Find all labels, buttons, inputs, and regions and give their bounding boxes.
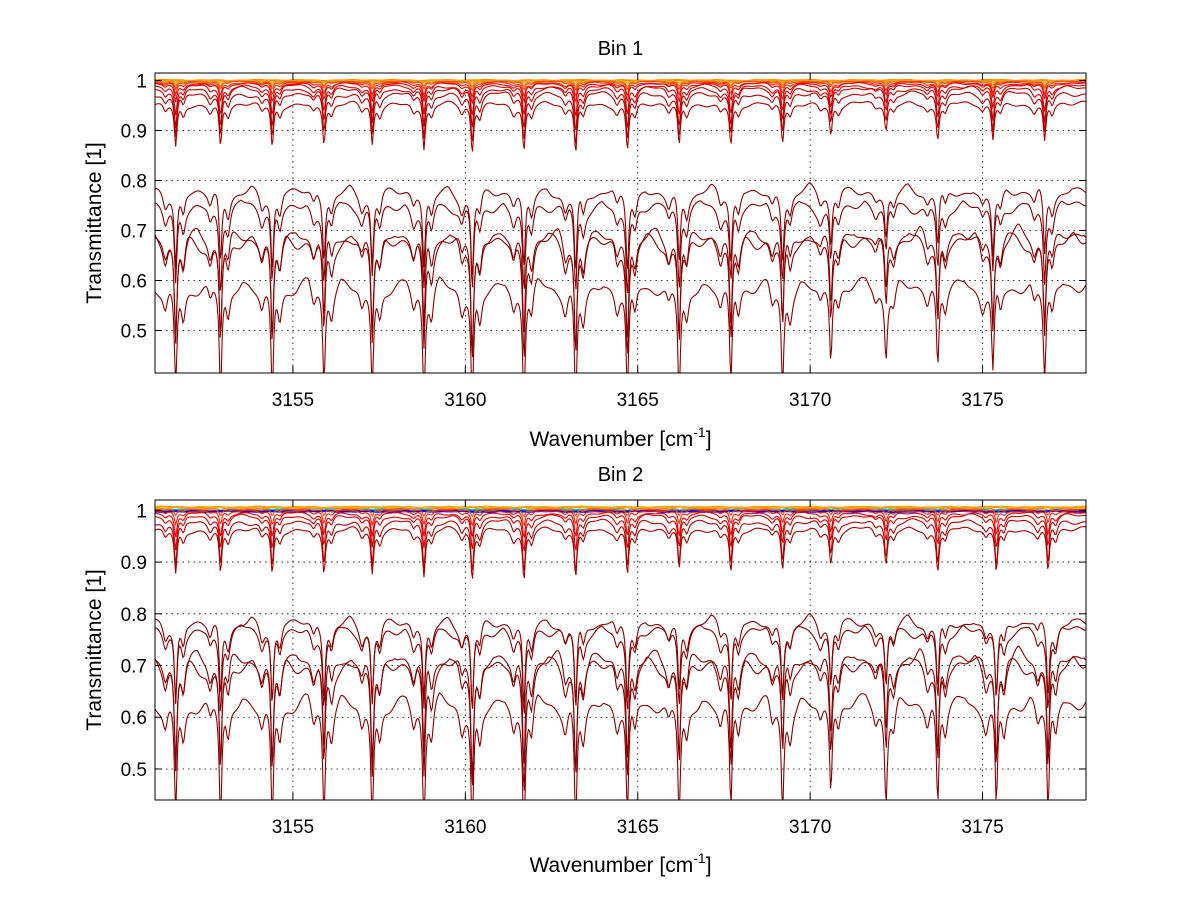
series-line — [155, 182, 1086, 275]
series-line — [155, 645, 1086, 775]
y-tick-label: 0.9 — [121, 553, 147, 574]
x-axis-label: Wavenumber [cm-1] — [529, 424, 711, 451]
axis-ticks: 3155 3160 3165 3170 3175 0.5 0.6 0.7 0.8 0.9 1 — [121, 500, 1086, 838]
series-line — [155, 692, 1086, 800]
x-tick-label: 3155 — [272, 817, 314, 838]
series-line — [155, 79, 1086, 84]
series-line — [155, 624, 1086, 714]
x-tick-label: 3175 — [961, 390, 1003, 411]
x-tick-label: 3170 — [789, 390, 831, 411]
series-line — [155, 511, 1086, 538]
x-tick-label: 3160 — [444, 390, 486, 411]
series-line — [155, 85, 1086, 131]
y-axis-label: Transmittance [1] — [83, 569, 106, 730]
x-axis-label-close: ] — [706, 854, 712, 877]
series-line — [155, 508, 1086, 518]
series-line — [155, 526, 1086, 579]
y-tick-label: 0.5 — [121, 322, 147, 343]
x-axis-label-close: ] — [706, 428, 712, 451]
axis-ticks: 3155 3160 3165 3170 3175 0.5 0.6 0.7 0.8 0.9 1 — [121, 72, 1086, 411]
series-line — [155, 100, 1086, 152]
y-tick-label: 0.8 — [121, 172, 147, 193]
series-line — [155, 82, 1086, 105]
x-tick-label: 3175 — [961, 817, 1003, 838]
chart-title: Bin 2 — [598, 464, 644, 486]
panel-bin-1: Bin 1 3155 3160 3165 3170 3175 0.5 0.6 0.7 0.8 0.… — [83, 38, 1087, 451]
series-line — [155, 513, 1086, 552]
plot-area-frame — [154, 72, 1087, 374]
series-line — [155, 509, 1086, 514]
x-tick-label: 3165 — [617, 817, 659, 838]
panel-bin-2: Bin 2 3155 3160 3165 3170 3175 0.5 0.6 0.7 0.8 0.… — [83, 464, 1087, 877]
y-tick-label: 0.7 — [121, 657, 147, 678]
series-line — [155, 654, 1086, 791]
data-series-group — [155, 505, 1086, 800]
y-tick-label: 1 — [136, 72, 147, 93]
y-tick-label: 0.5 — [121, 760, 147, 781]
x-tick-label: 3160 — [444, 817, 486, 838]
x-axis-label-exponent: -1 — [693, 850, 706, 866]
series-line — [155, 199, 1086, 294]
series-line — [155, 83, 1086, 117]
series-line — [155, 509, 1086, 528]
series-line — [155, 231, 1086, 358]
y-tick-label: 0.6 — [121, 708, 147, 729]
x-tick-label: 3165 — [617, 390, 659, 411]
x-tick-label: 3170 — [789, 817, 831, 838]
x-axis-label-main: Wavenumber [cm — [529, 428, 693, 451]
x-axis-label-exponent: -1 — [693, 424, 706, 440]
series-line — [155, 613, 1086, 709]
series-line — [155, 90, 1086, 144]
chart-title: Bin 1 — [598, 38, 644, 60]
y-tick-label: 0.7 — [121, 222, 147, 243]
series-clip — [155, 505, 1086, 800]
series-line — [155, 81, 1086, 99]
y-tick-label: 1 — [136, 501, 147, 522]
series-clip — [155, 78, 1086, 373]
series-line — [155, 80, 1086, 92]
y-tick-label: 0.9 — [121, 122, 147, 143]
y-tick-label: 0.6 — [121, 272, 147, 293]
series-line — [155, 276, 1086, 373]
series-line — [155, 223, 1086, 349]
x-tick-label: 3155 — [272, 390, 314, 411]
plot-area-frame — [154, 499, 1087, 801]
series-line — [155, 507, 1086, 512]
y-tick-label: 0.8 — [121, 605, 147, 626]
data-series-group — [155, 78, 1086, 373]
series-line — [155, 505, 1086, 509]
x-axis-label-main: Wavenumber [cm — [529, 854, 693, 877]
series-line — [155, 518, 1086, 571]
y-axis-label: Transmittance [1] — [83, 142, 106, 303]
x-axis-label: Wavenumber [cm-1] — [529, 850, 711, 877]
